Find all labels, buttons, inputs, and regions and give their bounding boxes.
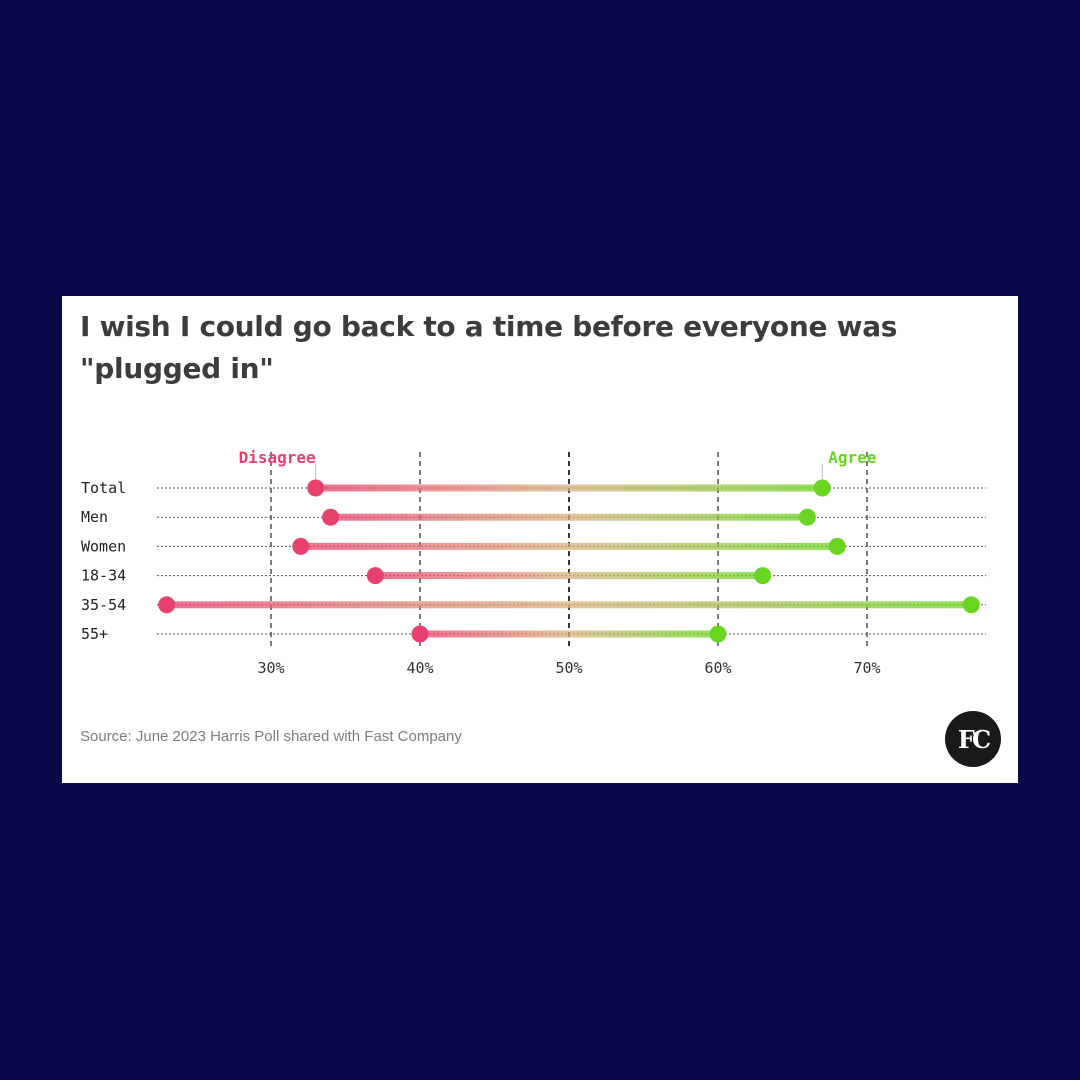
agree-point [828,537,846,555]
disagree-point [307,479,325,497]
fast-company-logo: FC [945,711,1001,767]
x-tick-label: 60% [704,659,731,677]
disagree-point [322,508,340,526]
range-bar [300,542,838,550]
disagree-point [158,596,176,614]
agree-point [962,596,980,614]
chart-title: I wish I could go back to a time before … [80,310,898,385]
range-bar [375,572,763,580]
disagree-point [366,567,384,585]
x-tick-label: 40% [406,659,433,677]
category-label: Men [81,508,108,526]
agree-point [813,479,831,497]
range-bar [315,484,823,492]
category-label: 18-34 [81,567,126,585]
source-note: Source: June 2023 Harris Poll shared wit… [80,728,462,745]
dumbbell-chart: 30% 40% 50% 60% 70% Total Men Women 18-34 35-54 55… [81,448,986,677]
category-label: 35-54 [81,596,126,614]
range-bar [166,601,972,609]
category-label: Women [81,537,126,555]
x-tick-label: 50% [555,659,582,677]
agree-point [754,567,772,585]
x-tick-label: 30% [257,659,284,677]
disagree-point [292,537,310,555]
chart-card: I wish I could go back to a time before … [62,296,1018,783]
legend-disagree: Disagree [239,448,316,467]
range-bar [420,630,718,638]
category-label: Total [81,479,126,497]
disagree-point [411,625,429,643]
range-bar [330,513,808,521]
legend-agree: Agree [828,448,876,467]
agree-point [798,508,816,526]
x-tick-label: 70% [853,659,880,677]
category-label: 55+ [81,625,108,643]
agree-point [709,625,727,643]
